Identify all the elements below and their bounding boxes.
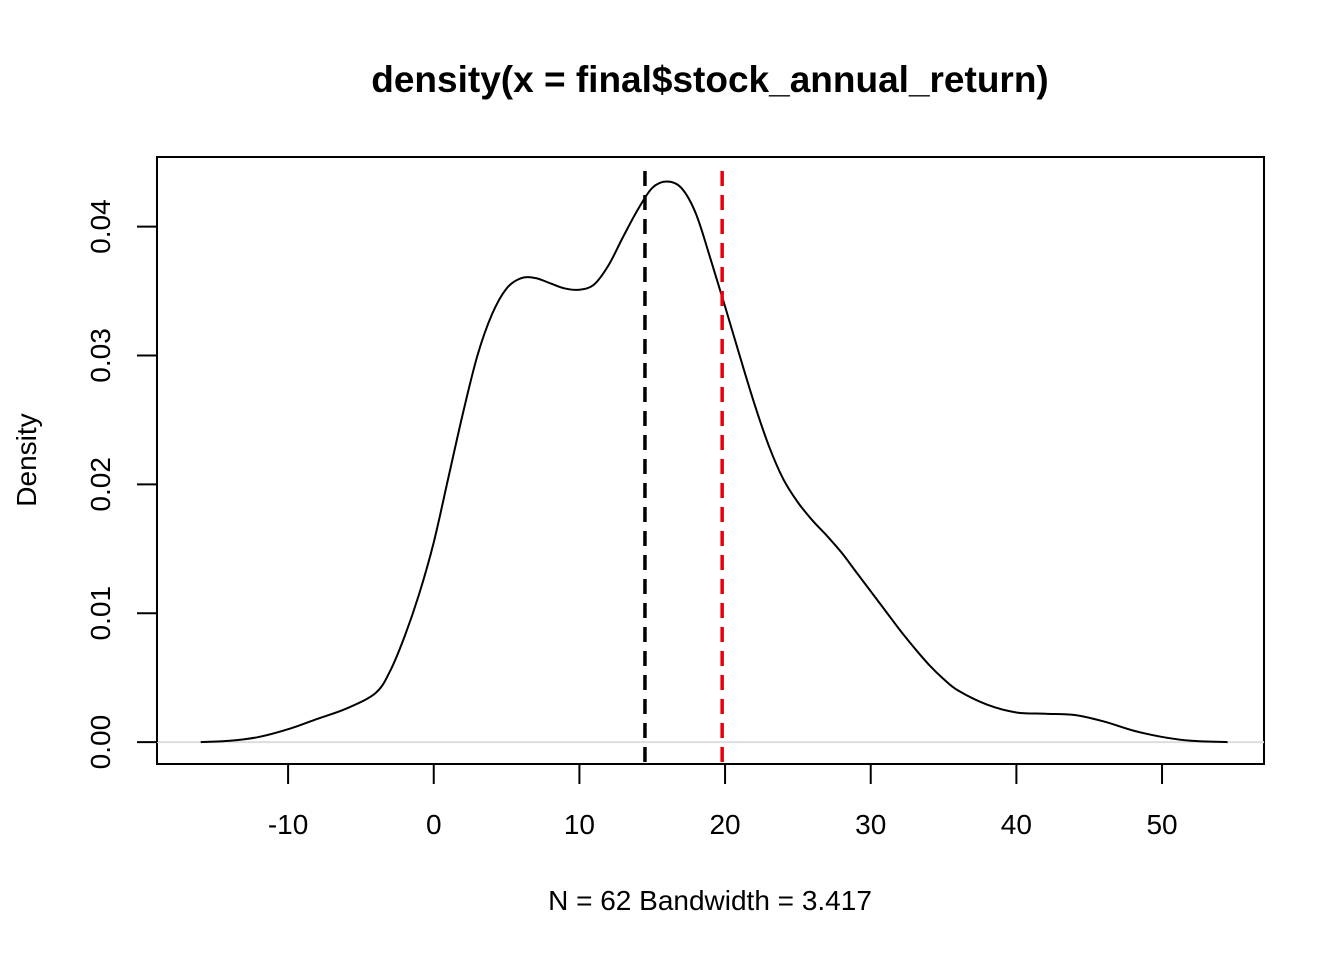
x-tick-label: 10 [564, 809, 595, 840]
reference-lines [643, 171, 724, 764]
y-tick-label: 0.04 [85, 199, 116, 254]
x-axis-label: N = 62 Bandwidth = 3.417 [548, 885, 872, 916]
x-tick-label: -10 [268, 809, 308, 840]
x-tick-label: 20 [709, 809, 740, 840]
y-axis-label: Density [11, 413, 42, 506]
y-axis: 0.00 0.01 0.02 0.03 0.04 [85, 199, 158, 770]
chart-title: density(x = final$stock_annual_return) [371, 59, 1049, 100]
x-axis: -10 0 10 20 30 40 50 [268, 763, 1178, 840]
x-tick-label: 40 [1001, 809, 1032, 840]
plot-frame [156, 156, 1265, 765]
y-tick-label: 0.02 [85, 457, 116, 512]
x-tick-label: 50 [1146, 809, 1177, 840]
x-tick-label: 30 [855, 809, 886, 840]
y-tick-label: 0.01 [85, 586, 116, 641]
density-curve [200, 180, 1228, 744]
x-tick-label: 0 [426, 809, 442, 840]
y-tick-label: 0.03 [85, 328, 116, 383]
y-tick-label: 0.00 [85, 715, 116, 770]
